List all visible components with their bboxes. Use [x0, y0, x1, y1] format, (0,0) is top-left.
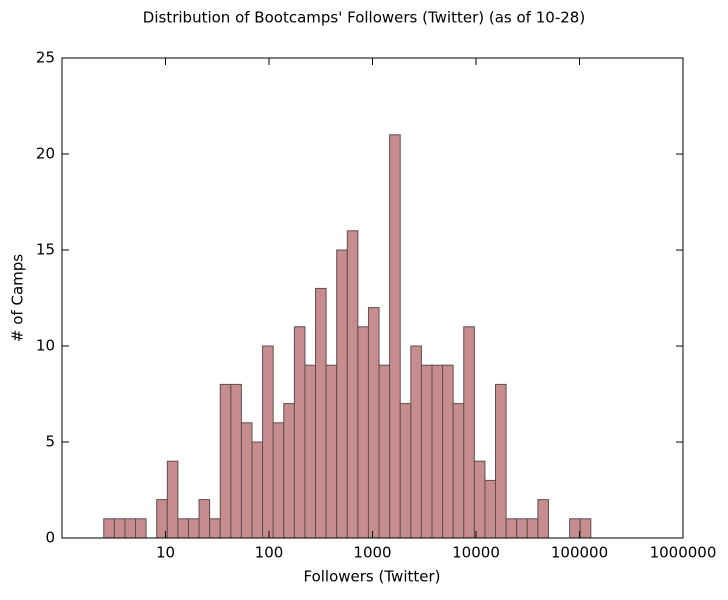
- bar: [516, 518, 528, 539]
- bar: [315, 287, 327, 539]
- bar: [240, 422, 253, 539]
- bar: [283, 403, 295, 539]
- bar: [378, 364, 391, 539]
- bar: [463, 326, 475, 539]
- y-axis-label: # of Camps: [9, 254, 27, 342]
- bar: [495, 383, 507, 539]
- bar: [537, 499, 549, 539]
- bar: [579, 518, 592, 539]
- bar: [198, 499, 211, 539]
- bar: [177, 518, 189, 539]
- x-tick-label: 1000: [353, 544, 391, 562]
- bar: [187, 518, 200, 539]
- x-tick-label: 1000000: [650, 544, 717, 562]
- bar: [251, 441, 264, 539]
- bar: [124, 518, 137, 539]
- bar: [325, 364, 338, 539]
- bar: [526, 518, 539, 539]
- bar: [410, 345, 422, 539]
- bar: [431, 364, 444, 539]
- bar: [209, 518, 221, 539]
- y-tick-label: 0: [45, 529, 55, 547]
- bar: [135, 518, 147, 539]
- y-tick-label: 20: [36, 145, 55, 163]
- bar: [442, 364, 454, 539]
- bar: [113, 518, 126, 539]
- bar: [272, 422, 285, 539]
- y-tick-label: 10: [36, 337, 55, 355]
- x-tick-label: 100000: [551, 544, 608, 562]
- y-tick-label: 5: [45, 433, 55, 451]
- bar: [357, 326, 369, 539]
- x-tick-label: 10: [156, 544, 175, 562]
- y-tick-label: 25: [36, 49, 55, 67]
- bar: [166, 460, 179, 539]
- bar: [103, 518, 115, 539]
- bar: [219, 383, 232, 539]
- bar: [420, 364, 433, 539]
- bar: [389, 134, 401, 539]
- bar: [484, 479, 497, 539]
- bar: [230, 383, 242, 539]
- bar: [399, 403, 412, 539]
- bar: [304, 364, 317, 539]
- bar: [367, 307, 380, 539]
- y-tick-label: 15: [36, 241, 55, 259]
- chart-title: Distribution of Bootcamps' Followers (Tw…: [143, 9, 585, 27]
- x-tick-label: 100: [255, 544, 284, 562]
- bar: [293, 326, 306, 539]
- bar: [505, 518, 518, 539]
- bar: [336, 249, 348, 539]
- x-tick-label: 10000: [452, 544, 500, 562]
- bar: [473, 460, 486, 539]
- x-axis-label: Followers (Twitter): [303, 568, 440, 586]
- bar: [569, 518, 581, 539]
- bar: [262, 345, 274, 539]
- bar: [346, 230, 359, 539]
- bar: [452, 403, 465, 539]
